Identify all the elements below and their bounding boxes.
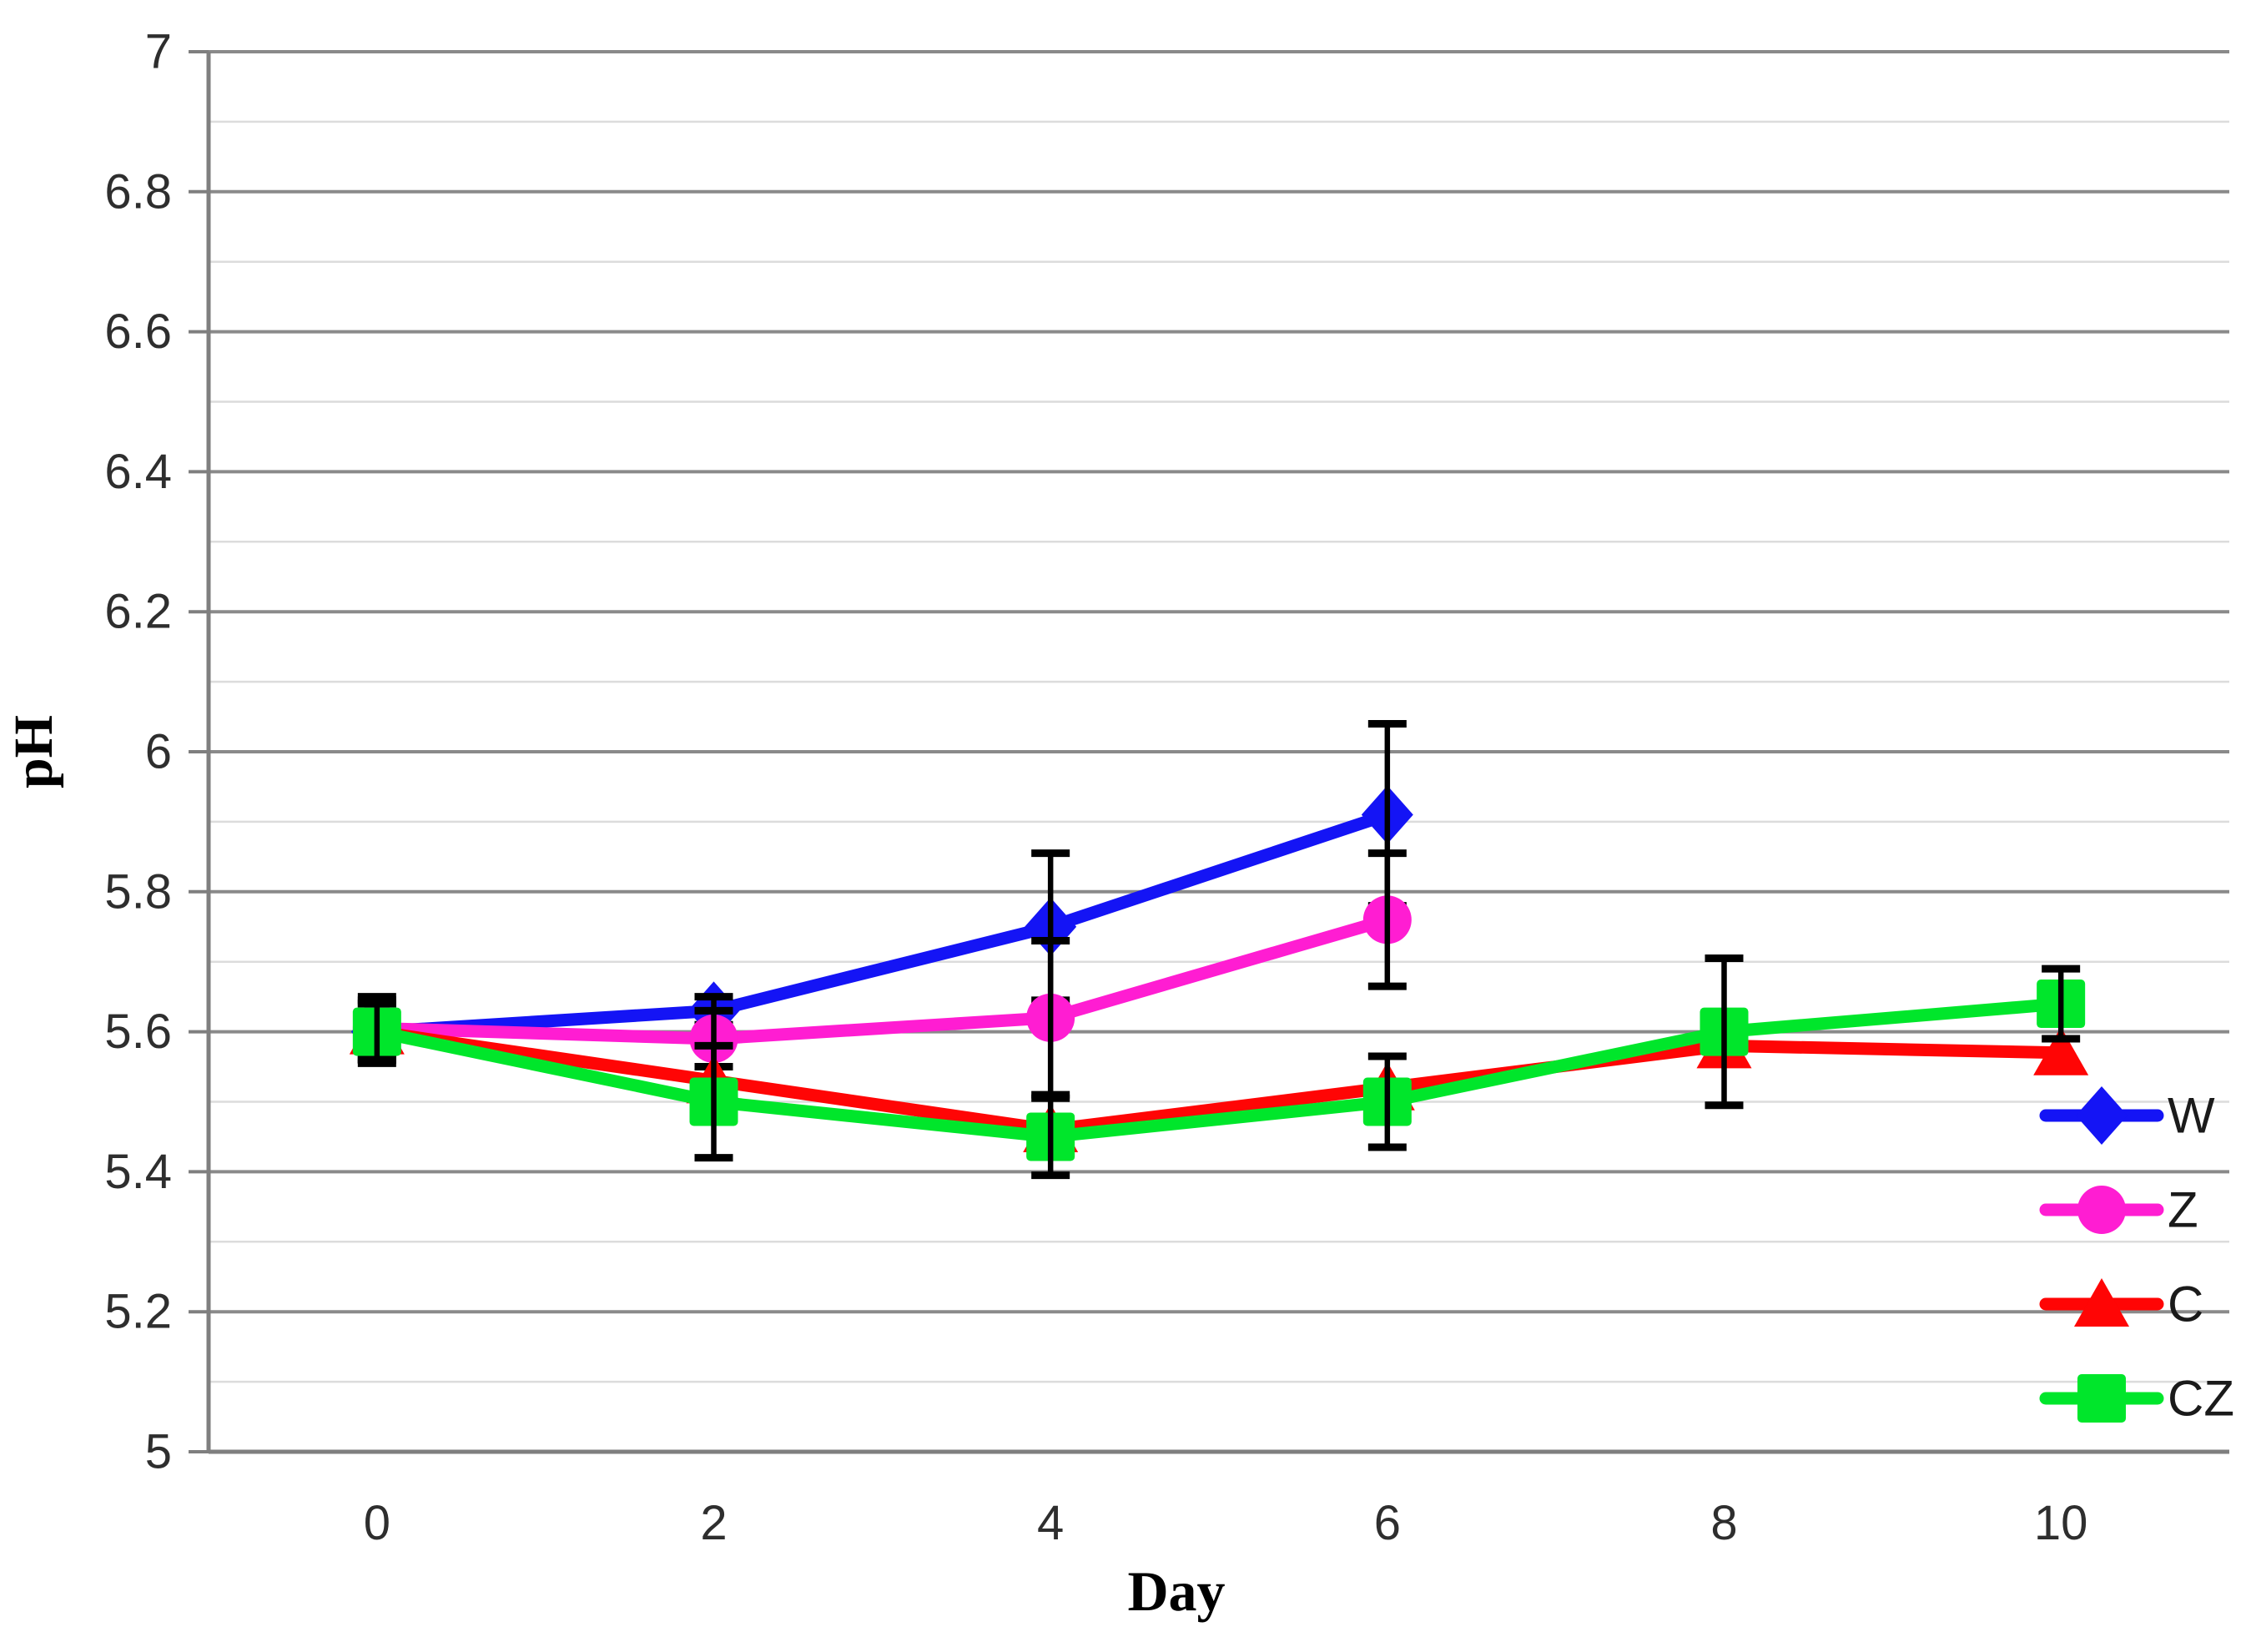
y-tick-label: 5	[145, 1425, 172, 1479]
y-tick-label: 7	[145, 25, 172, 79]
y-tick-label: 6.8	[104, 164, 172, 219]
x-tick-label: 8	[1710, 1496, 1737, 1550]
x-tick-label: 2	[700, 1496, 727, 1550]
legend-swatch-marker-CZ	[2077, 1374, 2126, 1423]
legend-label-C: C	[2168, 1277, 2203, 1332]
y-tick-label: 6.4	[104, 445, 172, 499]
series-line-C	[370, 1025, 2067, 1136]
legend-swatch-marker-Z	[2077, 1186, 2126, 1234]
y-tick-label: 5.2	[104, 1285, 172, 1339]
x-tick-label: 0	[364, 1496, 390, 1550]
legend-label-Z: Z	[2168, 1182, 2198, 1238]
y-tick-label: 6.2	[104, 585, 172, 639]
legend-swatch-marker-W	[2076, 1086, 2128, 1145]
y-tick-label: 6	[145, 725, 172, 779]
legend-label-W: W	[2168, 1088, 2215, 1144]
y-axis-title: pH	[3, 715, 64, 788]
legend-swatch-marker-C	[2074, 1278, 2129, 1327]
x-tick-label: 4	[1037, 1496, 1064, 1550]
x-axis-title: Day	[1127, 1559, 1225, 1623]
x-tick-label: 10	[2034, 1496, 2088, 1550]
series-line-W	[370, 808, 1394, 1039]
series-line-Z	[370, 913, 1394, 1045]
legend-label-CZ: CZ	[2168, 1371, 2234, 1427]
x-tick-label: 6	[1374, 1496, 1401, 1550]
y-tick-label: 5.4	[104, 1145, 172, 1199]
series-line-CZ	[370, 997, 2067, 1143]
y-tick-label: 5.6	[104, 1005, 172, 1059]
y-tick-label: 6.6	[104, 305, 172, 359]
series-C-marker	[2033, 1026, 2089, 1075]
y-tick-label: 5.8	[104, 864, 172, 919]
